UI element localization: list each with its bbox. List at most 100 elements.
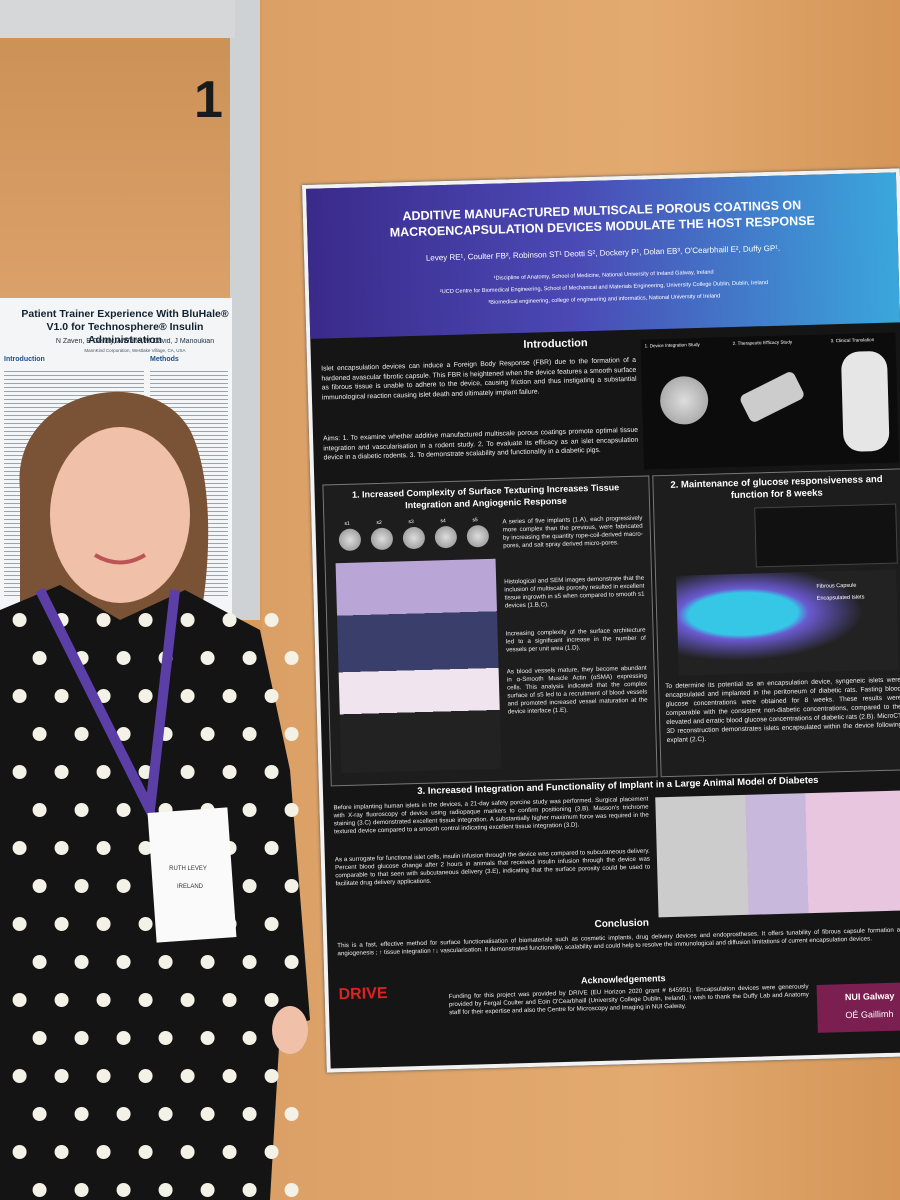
flower [32,803,47,817]
flower [222,689,237,703]
flower [222,1145,237,1159]
lanyard [35,587,180,828]
flower [138,613,153,627]
flower [158,1107,173,1121]
figure-label: 3. Clinical Translation [830,337,875,344]
section-text: To determine its potential as an encapsu… [665,676,900,745]
device-label: s2 [376,519,382,527]
flower [242,651,257,665]
flower [180,765,195,779]
flower [138,1069,153,1083]
flower [96,1145,111,1159]
intro-aims: Aims: 1. To examine whether additive man… [323,426,639,462]
flower [96,841,111,855]
nui-logo: NUI Galway OÉ Gaillimh [816,982,900,1033]
flower [284,1107,299,1121]
device-disc [434,525,458,549]
poster: ADDITIVE MANUFACTURED MULTISCALE POROUS … [302,168,900,1073]
flower [116,1031,131,1045]
flower [74,879,89,893]
flower [116,955,131,969]
flower [180,1145,195,1159]
flower [116,803,131,817]
device-disc [370,527,394,551]
flower [242,1031,257,1045]
flower [138,1145,153,1159]
flower [12,1145,27,1159]
flower [74,1183,89,1197]
intro-heading: Introduction [523,337,588,351]
flower [264,689,279,703]
drive-logo: DRIVE [338,984,388,1004]
flower [96,765,111,779]
flower [12,841,27,855]
flower [74,727,89,741]
device-image [659,375,709,426]
flower [242,879,257,893]
flower [180,1069,195,1083]
flower [12,1069,27,1083]
device-disc [466,524,490,548]
flower [242,955,257,969]
flower [54,1069,69,1083]
flower [138,689,153,703]
device-row: s1 s2 s3 s4 s5 [334,517,495,553]
flower [138,841,153,855]
device-disc [402,526,426,550]
board-frame [230,0,260,620]
flower [200,1183,215,1197]
flower [32,1107,47,1121]
flower [242,1107,257,1121]
flower [264,1145,279,1159]
flower [12,917,27,931]
hand [272,1006,308,1054]
dress-pattern [12,613,299,1197]
wall-panel [0,0,235,300]
section-text: Increasing complexity of the surface arc… [505,626,646,654]
flower [116,1183,131,1197]
section-text: As blood vessels mature, they become abu… [506,664,648,716]
flower [54,917,69,931]
flower [200,1031,215,1045]
figure-label: 2. Therapeutic Efficacy Study [732,339,793,347]
flower [54,841,69,855]
section-heading: 1. Increased Complexity of Surface Textu… [351,482,620,511]
flower [74,955,89,969]
ack-heading: Acknowledgements [580,973,666,986]
flower [138,917,153,931]
ack-text: Funding for this project was provided by… [448,983,809,1017]
neighbor-affiliation: MannKind Corporation, Westlake Village, … [84,348,186,353]
flower [264,917,279,931]
flower [116,727,131,741]
flower [74,803,89,817]
ct-image [676,569,899,676]
flower [242,803,257,817]
booth-number: 1 [194,71,223,129]
mouth [93,553,147,565]
flower [158,1031,173,1045]
flower [284,1183,299,1197]
section-text: As a surrogate for functional islet cell… [334,847,651,888]
section-text: Before implanting human islets in the de… [333,795,649,836]
flower [116,651,131,665]
legend-entry: Fibrous Capsule [816,582,857,590]
neighbor-title: Patient Trainer Experience With BluHale®… [21,308,229,346]
neighbor-authors: N Zaveri, E Gentry, A White, M David, J … [55,338,215,345]
flower [200,727,215,741]
device-image [738,370,806,424]
section-3-figure [655,790,900,918]
flower [200,1107,215,1121]
flower [96,993,111,1007]
section-heading: 2. Maintenance of glucose responsiveness… [670,473,883,502]
flower [96,613,111,627]
flower [54,689,69,703]
badge-country: IRELAND [177,884,204,890]
flower [242,1183,257,1197]
flower [222,1069,237,1083]
flower [284,803,299,817]
flower [264,841,279,855]
section-text: A series of five implants (1.A), each pr… [502,514,643,550]
section-1: 1. Increased Complexity of Surface Textu… [322,475,658,787]
neighbor-section: Methods [150,356,179,363]
logo-text: OÉ Gaillimh [845,1008,894,1021]
